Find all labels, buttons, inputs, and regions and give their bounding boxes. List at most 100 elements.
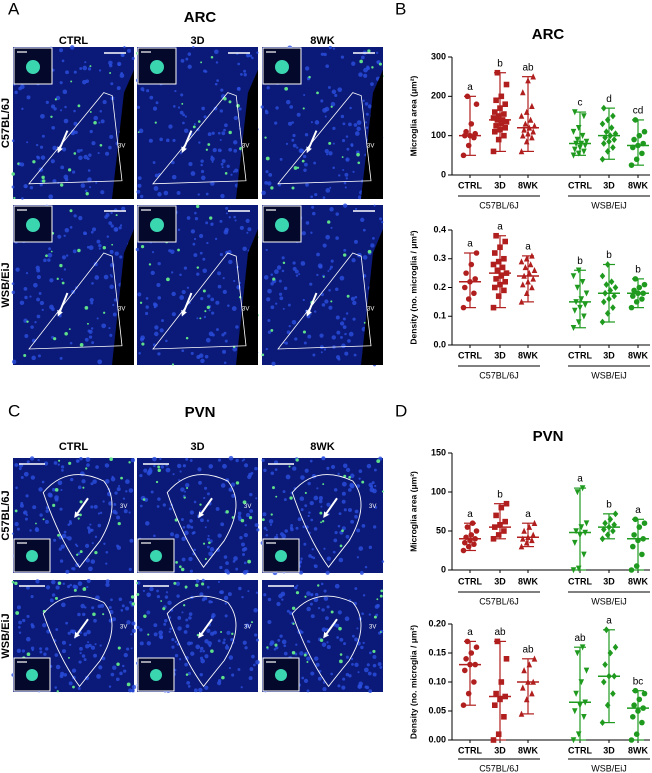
nucleus xyxy=(205,337,211,343)
microglia xyxy=(136,593,140,596)
nucleus xyxy=(145,297,149,300)
data-point xyxy=(503,81,510,88)
nucleus xyxy=(171,638,175,642)
data-point xyxy=(607,649,614,657)
microglia xyxy=(378,62,382,66)
nucleus xyxy=(156,282,161,288)
nucleus xyxy=(235,458,239,463)
nucleus xyxy=(365,126,369,129)
microglia xyxy=(11,580,15,584)
nucleus xyxy=(38,487,43,492)
nucleus xyxy=(364,685,368,689)
data-point xyxy=(572,708,578,715)
nucleus xyxy=(241,542,245,547)
nucleus xyxy=(61,602,66,608)
data-point xyxy=(503,500,510,507)
nucleus xyxy=(238,586,242,591)
data-point xyxy=(492,250,498,256)
nucleus xyxy=(228,667,231,670)
nucleus xyxy=(206,241,209,245)
nucleus xyxy=(268,519,274,524)
microglia xyxy=(265,156,270,161)
microglia xyxy=(224,172,228,175)
nucleus xyxy=(222,349,227,354)
nucleus xyxy=(80,603,85,609)
nucleus xyxy=(301,231,306,236)
nucleus xyxy=(268,172,273,177)
nucleus xyxy=(79,471,85,477)
nucleus xyxy=(192,45,195,49)
nucleus xyxy=(180,518,184,521)
nucleus xyxy=(243,73,247,77)
nucleus xyxy=(224,645,230,650)
nucleus xyxy=(43,461,49,466)
x-tick-label: 3D xyxy=(603,350,615,360)
nucleus xyxy=(26,585,30,590)
microglia xyxy=(231,632,234,636)
data-point xyxy=(521,126,527,133)
nucleus xyxy=(59,48,64,53)
inset-cell xyxy=(26,550,38,562)
nucleus xyxy=(110,476,116,482)
nucleus xyxy=(329,186,332,189)
nucleus xyxy=(163,618,168,623)
nucleus xyxy=(69,521,73,525)
data-point xyxy=(628,567,635,573)
nucleus xyxy=(332,47,336,50)
nucleus xyxy=(97,604,102,609)
microglia xyxy=(339,544,343,548)
nucleus xyxy=(187,685,191,688)
nucleus xyxy=(303,542,307,546)
data-point xyxy=(579,278,586,286)
nucleus xyxy=(149,586,154,592)
microglia xyxy=(293,166,298,170)
data-point xyxy=(575,319,582,326)
nucleus xyxy=(241,595,244,599)
nucleus xyxy=(217,148,222,153)
nucleus xyxy=(163,622,167,626)
nucleus xyxy=(361,524,366,528)
nucleus xyxy=(175,581,181,586)
data-point xyxy=(495,293,502,299)
microglia xyxy=(289,496,293,500)
microglia xyxy=(157,468,161,473)
nucleus xyxy=(157,192,162,197)
nucleus xyxy=(189,519,193,523)
nucleus xyxy=(353,353,357,357)
nucleus xyxy=(82,612,86,617)
nucleus xyxy=(181,349,185,353)
nucleus xyxy=(275,302,278,305)
nucleus xyxy=(108,60,113,66)
nucleus xyxy=(91,282,94,285)
nucleus xyxy=(313,495,319,501)
microglia xyxy=(57,533,60,537)
nucleus xyxy=(29,295,32,298)
microglia xyxy=(270,328,274,332)
data-point xyxy=(529,690,535,697)
nucleus xyxy=(246,231,249,234)
nucleus xyxy=(204,639,209,644)
microglia xyxy=(272,486,275,490)
nucleus xyxy=(90,482,94,486)
microglia xyxy=(359,59,363,64)
microglia xyxy=(204,310,207,313)
nucleus xyxy=(179,110,184,115)
microglia xyxy=(120,476,123,480)
microglia xyxy=(196,633,200,637)
nucleus xyxy=(193,123,196,126)
nucleus xyxy=(63,673,67,677)
microglia xyxy=(185,673,189,676)
data-point xyxy=(602,661,608,668)
nucleus xyxy=(189,459,193,462)
microglia xyxy=(304,595,307,598)
nucleus xyxy=(17,625,21,629)
nucleus xyxy=(85,457,91,462)
nucleus xyxy=(287,121,293,126)
nucleus xyxy=(90,301,94,305)
nucleus xyxy=(110,598,113,602)
data-point xyxy=(573,690,579,697)
data-point xyxy=(570,567,577,574)
nucleus xyxy=(39,647,43,651)
nucleus xyxy=(284,341,289,345)
nucleus xyxy=(356,120,362,125)
